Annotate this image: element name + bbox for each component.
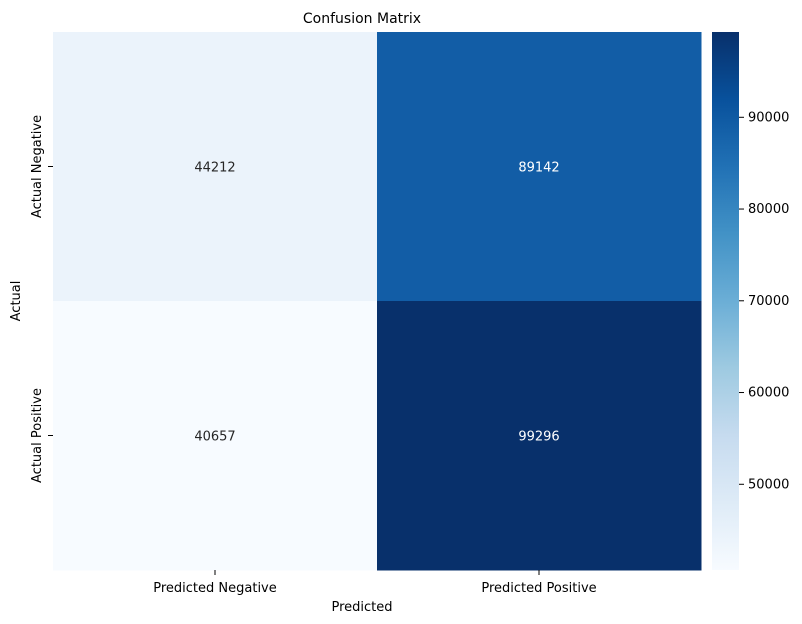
colorbar-tick-label: 70000 — [748, 294, 789, 309]
heatmap-cells: 44212 89142 40657 99296 — [53, 32, 702, 571]
x-tick-label: Predicted Positive — [481, 581, 596, 596]
y-axis-ticks: Actual Negative Actual Positive — [30, 115, 53, 483]
heatmap-cell — [377, 32, 702, 302]
heatmap-cell — [53, 301, 378, 571]
x-tick-label: Predicted Negative — [153, 581, 277, 596]
cell-value-label: 40657 — [194, 430, 235, 445]
heatmap-cell — [53, 32, 378, 302]
x-axis-ticks: Predicted Negative Predicted Positive — [153, 570, 597, 596]
y-tick-label: Actual Positive — [30, 388, 45, 483]
x-axis-label: Predicted — [331, 600, 392, 615]
y-tick-label: Actual Negative — [30, 115, 45, 218]
colorbar-tick-label: 80000 — [748, 202, 789, 217]
colorbar-tick-label: 90000 — [748, 110, 789, 125]
colorbar-tick-label: 50000 — [748, 477, 789, 492]
colorbar — [712, 32, 739, 570]
colorbar-tick-label: 60000 — [748, 386, 789, 401]
y-axis-label: Actual — [9, 281, 24, 322]
cell-value-label: 44212 — [194, 161, 235, 176]
heatmap-cell — [377, 301, 702, 571]
colorbar-ticks: 50000 60000 70000 80000 90000 — [739, 110, 789, 492]
cell-value-label: 99296 — [518, 430, 559, 445]
cell-value-label: 89142 — [518, 161, 559, 176]
chart-title: Confusion Matrix — [303, 11, 421, 27]
